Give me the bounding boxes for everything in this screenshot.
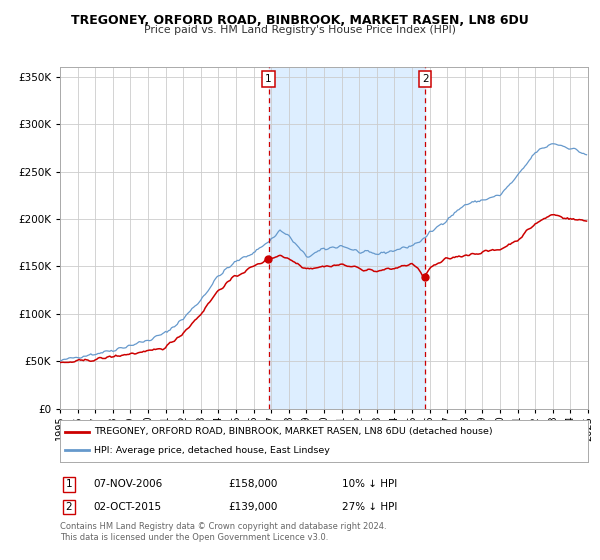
Text: Contains HM Land Registry data © Crown copyright and database right 2024.: Contains HM Land Registry data © Crown c… xyxy=(60,522,386,531)
Text: 27% ↓ HPI: 27% ↓ HPI xyxy=(342,502,397,512)
Text: Price paid vs. HM Land Registry's House Price Index (HPI): Price paid vs. HM Land Registry's House … xyxy=(144,25,456,35)
Text: 1: 1 xyxy=(265,73,272,83)
Text: 1: 1 xyxy=(65,479,73,489)
Bar xyxy=(269,67,425,409)
Text: HPI: Average price, detached house, East Lindsey: HPI: Average price, detached house, East… xyxy=(94,446,330,455)
Text: £139,000: £139,000 xyxy=(228,502,277,512)
Text: 2: 2 xyxy=(65,502,73,512)
Text: 02-OCT-2015: 02-OCT-2015 xyxy=(93,502,161,512)
Text: 07-NOV-2006: 07-NOV-2006 xyxy=(93,479,162,489)
Text: £158,000: £158,000 xyxy=(228,479,277,489)
Text: TREGONEY, ORFORD ROAD, BINBROOK, MARKET RASEN, LN8 6DU (detached house): TREGONEY, ORFORD ROAD, BINBROOK, MARKET … xyxy=(94,427,493,436)
Text: TREGONEY, ORFORD ROAD, BINBROOK, MARKET RASEN, LN8 6DU: TREGONEY, ORFORD ROAD, BINBROOK, MARKET … xyxy=(71,14,529,27)
Text: 10% ↓ HPI: 10% ↓ HPI xyxy=(342,479,397,489)
Text: This data is licensed under the Open Government Licence v3.0.: This data is licensed under the Open Gov… xyxy=(60,533,328,542)
Text: 2: 2 xyxy=(422,73,428,83)
